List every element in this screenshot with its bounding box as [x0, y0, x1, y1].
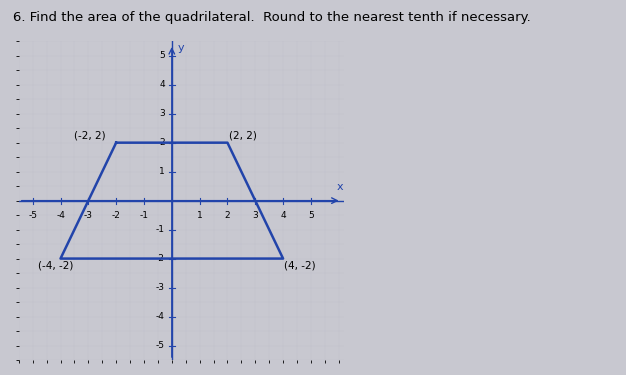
Text: 3: 3: [159, 109, 165, 118]
Text: (-2, 2): (-2, 2): [74, 130, 106, 140]
Text: (4, -2): (4, -2): [284, 261, 316, 271]
Text: -4: -4: [56, 211, 65, 220]
Text: -3: -3: [156, 283, 165, 292]
Text: 2: 2: [159, 138, 165, 147]
Text: -3: -3: [84, 211, 93, 220]
Text: (-4, -2): (-4, -2): [38, 261, 74, 271]
Text: 3: 3: [252, 211, 258, 220]
Text: -1: -1: [156, 225, 165, 234]
Text: 5: 5: [159, 51, 165, 60]
Text: 1: 1: [197, 211, 202, 220]
Text: x: x: [336, 182, 343, 192]
Text: (2, 2): (2, 2): [229, 130, 257, 140]
Text: 5: 5: [308, 211, 314, 220]
Text: -1: -1: [140, 211, 148, 220]
Text: -5: -5: [28, 211, 37, 220]
Text: y: y: [177, 43, 184, 53]
Text: 1: 1: [159, 167, 165, 176]
Text: 4: 4: [159, 80, 165, 89]
Text: 2: 2: [225, 211, 230, 220]
Text: -4: -4: [156, 312, 165, 321]
Text: 6. Find the area of the quadrilateral.  Round to the nearest tenth if necessary.: 6. Find the area of the quadrilateral. R…: [13, 11, 530, 24]
Text: 4: 4: [280, 211, 286, 220]
Text: -2: -2: [156, 254, 165, 263]
Text: -5: -5: [156, 341, 165, 350]
Text: -2: -2: [111, 211, 121, 220]
